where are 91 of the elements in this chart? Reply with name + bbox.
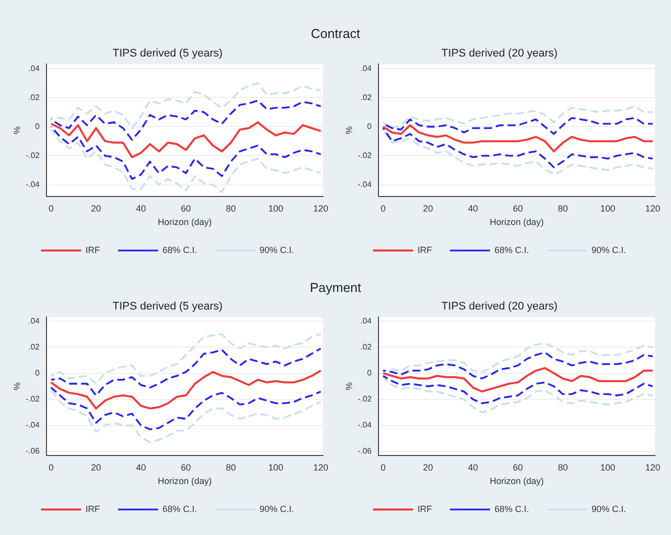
line-series: [382, 374, 654, 404]
y-tick-label: -.06: [358, 446, 372, 456]
x-tick-label: 120: [313, 203, 328, 214]
x-axis-title: Horizon (day): [158, 476, 212, 486]
legend-label: 90% C.I.: [592, 244, 626, 255]
y-axis-title: %: [12, 382, 22, 390]
line-series: [50, 100, 322, 141]
x-tick-label: 100: [600, 203, 616, 214]
y-tick-label: -.02: [358, 394, 372, 404]
chart-title: TIPS derived (5 years): [112, 300, 223, 313]
line-series: [50, 82, 322, 130]
y-tick-label: .02: [28, 92, 40, 102]
x-tick-label: 20: [423, 203, 434, 214]
y-tick-label: 0: [35, 368, 40, 378]
x-axis-title: Horizon (day): [490, 217, 544, 228]
text: Payment: [308, 280, 362, 295]
x-tick-label: 60: [512, 203, 523, 214]
x-tick-label: 60: [180, 462, 191, 472]
x-tick-label: 80: [226, 462, 236, 472]
x-tick-label: 100: [268, 462, 284, 472]
y-tick-label: -.04: [26, 420, 40, 430]
line-series: [382, 352, 654, 380]
y-tick-label: .04: [28, 316, 40, 326]
legend-label: IRF: [417, 504, 432, 514]
y-tick-label: -.04: [26, 180, 40, 189]
x-tick-label: 0: [380, 462, 386, 472]
x-tick-label: 0: [48, 203, 54, 214]
text: Contract: [310, 26, 362, 41]
x-tick-label: 60: [180, 203, 191, 214]
x-tick-label: 40: [468, 203, 478, 214]
x-tick-label: 60: [512, 462, 523, 472]
x-tick-label: 100: [268, 203, 284, 214]
y-axis-title: %: [344, 382, 354, 390]
x-tick-label: 20: [423, 462, 434, 472]
y-tick-label: -.06: [26, 446, 40, 456]
y-tick-label: -.02: [26, 150, 40, 160]
line-series: [382, 105, 654, 130]
x-tick-label: 0: [48, 462, 54, 472]
y-tick-label: -.04: [358, 420, 372, 430]
x-tick-label: 80: [226, 203, 236, 214]
y-tick-label: .04: [360, 64, 372, 73]
line-series: [382, 342, 654, 373]
chart-title: TIPS derived (20 years): [441, 300, 558, 313]
x-tick-label: 120: [645, 462, 660, 472]
y-axis-title: %: [344, 126, 354, 134]
legend-label: 68% C.I.: [162, 244, 197, 255]
chart-title: TIPS derived (20 years): [441, 48, 558, 60]
x-tick-label: 120: [645, 203, 660, 214]
line-series: [382, 127, 654, 168]
x-tick-label: 120: [313, 462, 328, 472]
y-tick-label: -.02: [358, 150, 372, 160]
y-tick-label: 0: [367, 368, 372, 378]
chart-title: TIPS derived (5 years): [112, 48, 223, 60]
x-tick-label: 40: [136, 462, 146, 472]
x-axis-title: Horizon (day): [158, 217, 212, 228]
line-series: [50, 333, 322, 385]
line-series: [50, 348, 322, 396]
y-axis-title: %: [12, 126, 22, 134]
y-tick-label: .02: [360, 92, 372, 102]
y-tick-label: .04: [28, 64, 40, 73]
legend-label: 90% C.I.: [260, 244, 294, 255]
line-series: [382, 128, 654, 176]
x-tick-label: 40: [136, 203, 146, 214]
x-tick-label: 100: [600, 462, 616, 472]
x-tick-label: 20: [91, 203, 102, 214]
y-tick-label: .02: [360, 342, 372, 352]
y-tick-label: 0: [367, 122, 372, 131]
line-series: [50, 126, 322, 180]
line-series: [50, 128, 322, 193]
legend-label: 68% C.I.: [494, 244, 529, 255]
legend-label: 68% C.I.: [494, 504, 529, 514]
x-tick-label: 0: [380, 203, 386, 214]
y-tick-label: 0: [35, 122, 40, 131]
x-axis-title: Horizon (day): [490, 476, 544, 486]
line-series: [50, 389, 322, 444]
y-tick-label: .02: [28, 342, 40, 352]
x-tick-label: 20: [91, 462, 102, 472]
legend-label: IRF: [85, 244, 100, 255]
x-tick-label: 80: [558, 462, 568, 472]
line-series: [50, 386, 322, 430]
y-tick-label: -.04: [358, 180, 372, 189]
line-series: [382, 376, 654, 414]
x-tick-label: 80: [558, 203, 568, 214]
x-tick-label: 40: [468, 462, 478, 472]
y-tick-label: -.02: [26, 394, 40, 404]
legend-label: 68% C.I.: [162, 504, 197, 514]
legend-label: IRF: [85, 504, 100, 514]
legend-label: 90% C.I.: [260, 504, 294, 514]
legend-label: 90% C.I.: [592, 504, 626, 514]
legend-label: IRF: [417, 244, 432, 255]
y-tick-label: .04: [360, 316, 372, 326]
